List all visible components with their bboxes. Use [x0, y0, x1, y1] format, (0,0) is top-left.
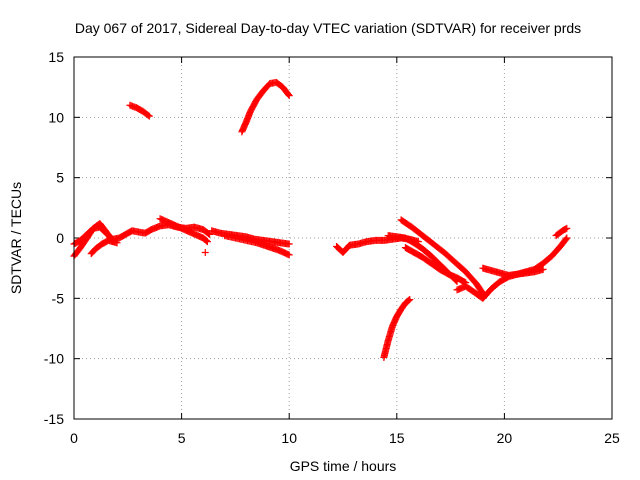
data-markers [70, 78, 571, 361]
x-tick-label: 0 [70, 430, 78, 446]
y-tick-label: -15 [44, 411, 64, 427]
data-point [285, 240, 293, 248]
data-point [284, 91, 292, 99]
x-tick-label: 5 [178, 430, 186, 446]
grid-lines [74, 57, 612, 419]
data-point [285, 251, 293, 259]
data-point [563, 234, 571, 242]
series-track-04 [126, 101, 153, 120]
data-point [145, 112, 153, 120]
data-point [206, 230, 214, 238]
plot-frame [73, 56, 613, 420]
data-point [404, 297, 412, 305]
data-point [539, 265, 547, 273]
series-track-05 [156, 215, 211, 246]
data-point [563, 224, 571, 232]
data-point [406, 296, 414, 304]
data-point [202, 236, 210, 244]
x-tick-label: 10 [281, 430, 297, 446]
series-track-17 [380, 296, 414, 361]
series-track-13 [401, 244, 470, 287]
data-point [285, 92, 293, 100]
y-tick-label: 5 [56, 170, 64, 186]
data-point [405, 296, 413, 304]
chart-title: Day 067 of 2017, Sidereal Day-to-day VTE… [75, 20, 581, 36]
series-track-16 [552, 224, 571, 240]
series-track-09 [238, 78, 293, 136]
series-track-12 [397, 216, 487, 298]
data-point [113, 239, 121, 247]
series-track-07 [221, 232, 293, 259]
series-track-15 [479, 264, 547, 279]
x-axis-label: GPS time / hours [290, 458, 397, 474]
data-point [203, 238, 211, 246]
x-tick-label: 25 [604, 430, 620, 446]
series-track-14 [453, 234, 571, 302]
data-point [562, 225, 570, 233]
data-point [203, 237, 211, 245]
data-point [562, 235, 570, 243]
series-track-03 [87, 236, 121, 258]
x-tick-label: 20 [497, 430, 513, 446]
x-tick-label: 15 [389, 430, 405, 446]
y-tick-label: 10 [48, 109, 64, 125]
y-tick-label: 0 [56, 230, 64, 246]
data-point [144, 111, 152, 119]
series-track-10 [333, 234, 422, 256]
y-tick-label: 15 [48, 49, 64, 65]
y-tick-label: -10 [44, 351, 64, 367]
data-point [201, 248, 209, 256]
series-track-08 [201, 248, 209, 256]
y-axis-label: SDTVAR / TECUs [8, 182, 24, 294]
y-tick-label: -5 [52, 290, 65, 306]
